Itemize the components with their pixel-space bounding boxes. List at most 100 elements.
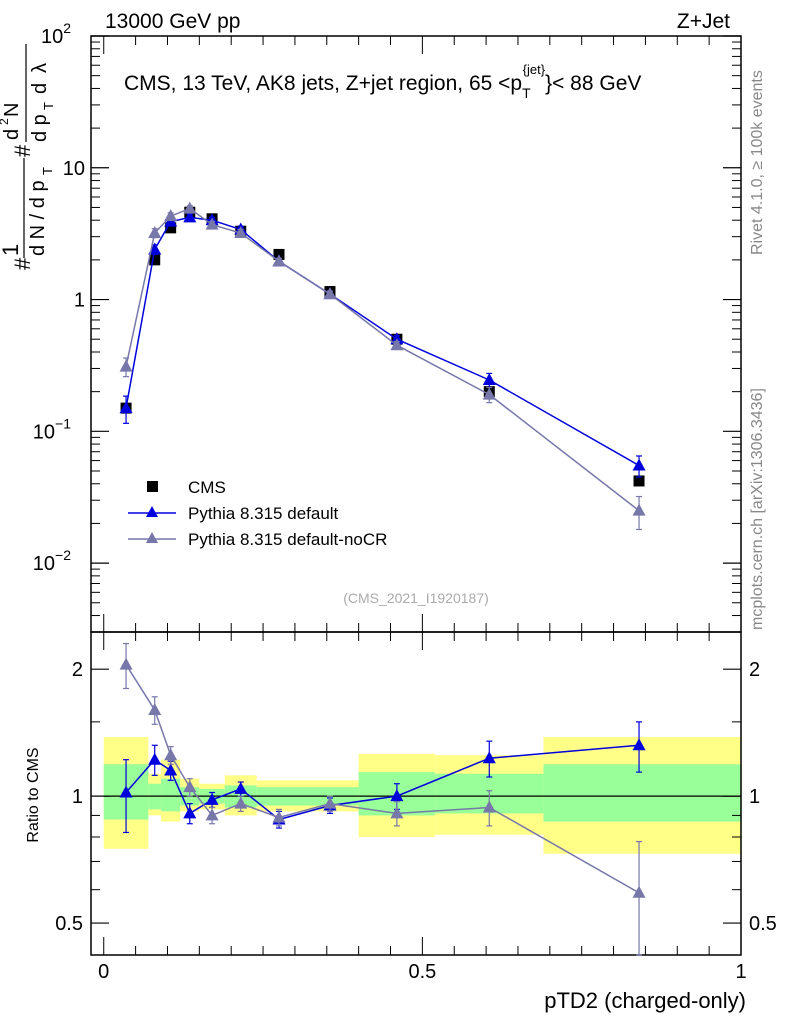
data-point-nocr xyxy=(323,287,337,300)
ratio-point-nocr xyxy=(272,810,286,823)
ratio-point-default xyxy=(234,781,248,794)
legend-marker-default xyxy=(146,506,158,517)
y-tick-label: 10−2 xyxy=(33,547,71,575)
ratio-y-axis-label: Ratio to CMS xyxy=(25,747,42,842)
series-cms xyxy=(120,206,645,487)
ratio-point-default xyxy=(390,789,404,802)
x-tick-label: 0 xyxy=(98,961,109,983)
x-tick-label: 1 xyxy=(735,961,746,983)
series-nocr xyxy=(119,201,646,531)
series-default xyxy=(119,210,646,478)
data-point-nocr xyxy=(148,225,162,238)
ratio-point-nocr xyxy=(205,808,219,821)
uncertainty-band-inner xyxy=(161,778,181,812)
legend-item-cms: CMS xyxy=(147,478,226,497)
main-y-axis-label: # 1 d N / d p T # d 2 N d p T d λ xyxy=(0,44,56,270)
ratio-point-nocr xyxy=(632,885,646,898)
legend-marker-nocr xyxy=(146,532,158,543)
ratio-point-default xyxy=(205,792,219,805)
svg-text:#: # xyxy=(10,144,35,157)
ratio-y-tick-label: 1 xyxy=(72,786,83,808)
data-point-nocr xyxy=(119,359,133,372)
data-point-nocr xyxy=(164,209,178,222)
legend-label-nocr: Pythia 8.315 default-noCR xyxy=(188,530,387,549)
ratio-point-nocr xyxy=(482,800,496,813)
data-point-default xyxy=(482,373,496,386)
ratio-series-nocr xyxy=(119,642,646,956)
ratio-panel-frame xyxy=(90,631,742,956)
data-point-cms xyxy=(149,254,161,266)
ratio-point-default xyxy=(148,752,162,765)
ratio-point-nocr xyxy=(323,796,337,809)
data-point-cms xyxy=(165,222,177,234)
ratio-point-nocr xyxy=(183,780,197,793)
data-point-nocr xyxy=(390,338,404,351)
y-tick-label: 10−1 xyxy=(33,415,71,443)
ratio-point-nocr xyxy=(148,703,162,716)
series-line-nocr xyxy=(125,207,640,512)
data-point-default xyxy=(119,401,133,414)
mcplots-credit-text: mcplots.cern.ch [arXiv:1306.3436] xyxy=(749,388,766,630)
svg-text:2: 2 xyxy=(0,118,11,125)
ratio-point-default xyxy=(183,806,197,819)
ratio-point-default xyxy=(119,785,133,798)
y-tick-label: 102 xyxy=(41,20,71,48)
ratio-y-tick-label-right: 0.5 xyxy=(749,913,777,935)
data-point-nocr xyxy=(482,387,496,400)
series-line-default xyxy=(125,216,640,467)
main-title: CMS, 13 TeV, AK8 jets, Z+jet region, 65 … xyxy=(124,62,641,101)
data-point-default xyxy=(390,332,404,345)
ratio-point-nocr xyxy=(234,796,248,809)
svg-text:d: d xyxy=(29,83,51,94)
legend-item-nocr: Pythia 8.315 default-noCR xyxy=(128,530,387,549)
ratio-bands xyxy=(103,737,741,854)
ratio-series xyxy=(119,642,646,956)
data-point-nocr xyxy=(205,217,219,230)
y-tick-label: 10 xyxy=(63,158,85,180)
legend-marker-cms xyxy=(147,481,158,492)
ratio-point-default xyxy=(632,738,646,751)
header-right: Z+Jet xyxy=(677,10,730,33)
ratio-point-nocr xyxy=(119,657,133,670)
ratio-point-nocr xyxy=(390,806,404,819)
ratio-point-nocr xyxy=(164,748,178,761)
header-left: 13000 GeV pp xyxy=(105,10,240,33)
ratio-y-tick-label-right: 2 xyxy=(749,659,760,681)
y-tick-label: 1 xyxy=(74,290,85,312)
ratio-point-default xyxy=(164,763,178,776)
ratio-y-tick-label-right: 1 xyxy=(749,786,760,808)
x-axis-label: pTD2 (charged-only) xyxy=(544,988,746,1013)
data-point-nocr xyxy=(272,254,286,267)
ratio-point-default xyxy=(482,751,496,764)
svg-text:T: T xyxy=(41,102,56,110)
data-point-nocr xyxy=(632,503,646,516)
legend: CMS Pythia 8.315 default Pythia 8.315 de… xyxy=(128,478,387,549)
analysis-id: (CMS_2021_I1920187) xyxy=(343,590,489,606)
svg-text:N: N xyxy=(1,103,23,117)
ratio-y-tick-label: 0.5 xyxy=(55,913,83,935)
legend-label-cms: CMS xyxy=(188,478,226,497)
data-point-default xyxy=(183,210,197,223)
ratio-axes: 0.5 0.5 1 1 2 2 0 0.5 1 xyxy=(55,632,777,983)
ratio-y-tick-label: 2 xyxy=(72,659,83,681)
main-axes: 10−2 10−1 1 10 102 xyxy=(33,20,742,633)
data-point-nocr xyxy=(234,225,248,238)
main-series xyxy=(119,201,646,531)
svg-text:1: 1 xyxy=(0,244,23,256)
data-point-nocr xyxy=(183,201,197,214)
legend-label-default: Pythia 8.315 default xyxy=(188,504,339,523)
data-point-cms xyxy=(633,475,645,487)
svg-text:λ: λ xyxy=(29,63,51,73)
svg-text:#: # xyxy=(10,257,35,270)
legend-item-default: Pythia 8.315 default xyxy=(128,504,339,523)
svg-text:T: T xyxy=(40,167,55,175)
x-tick-label: 0.5 xyxy=(408,961,436,983)
ratio-series-default xyxy=(119,721,646,834)
svg-text:d: d xyxy=(1,129,23,140)
svg-text:d N / d p: d N / d p xyxy=(27,180,49,256)
data-point-default xyxy=(632,458,646,471)
uncertainty-band-inner xyxy=(543,764,741,822)
rivet-version-text: Rivet 4.1.0, ≥ 100k events xyxy=(749,70,766,255)
svg-text:d p: d p xyxy=(29,114,51,142)
